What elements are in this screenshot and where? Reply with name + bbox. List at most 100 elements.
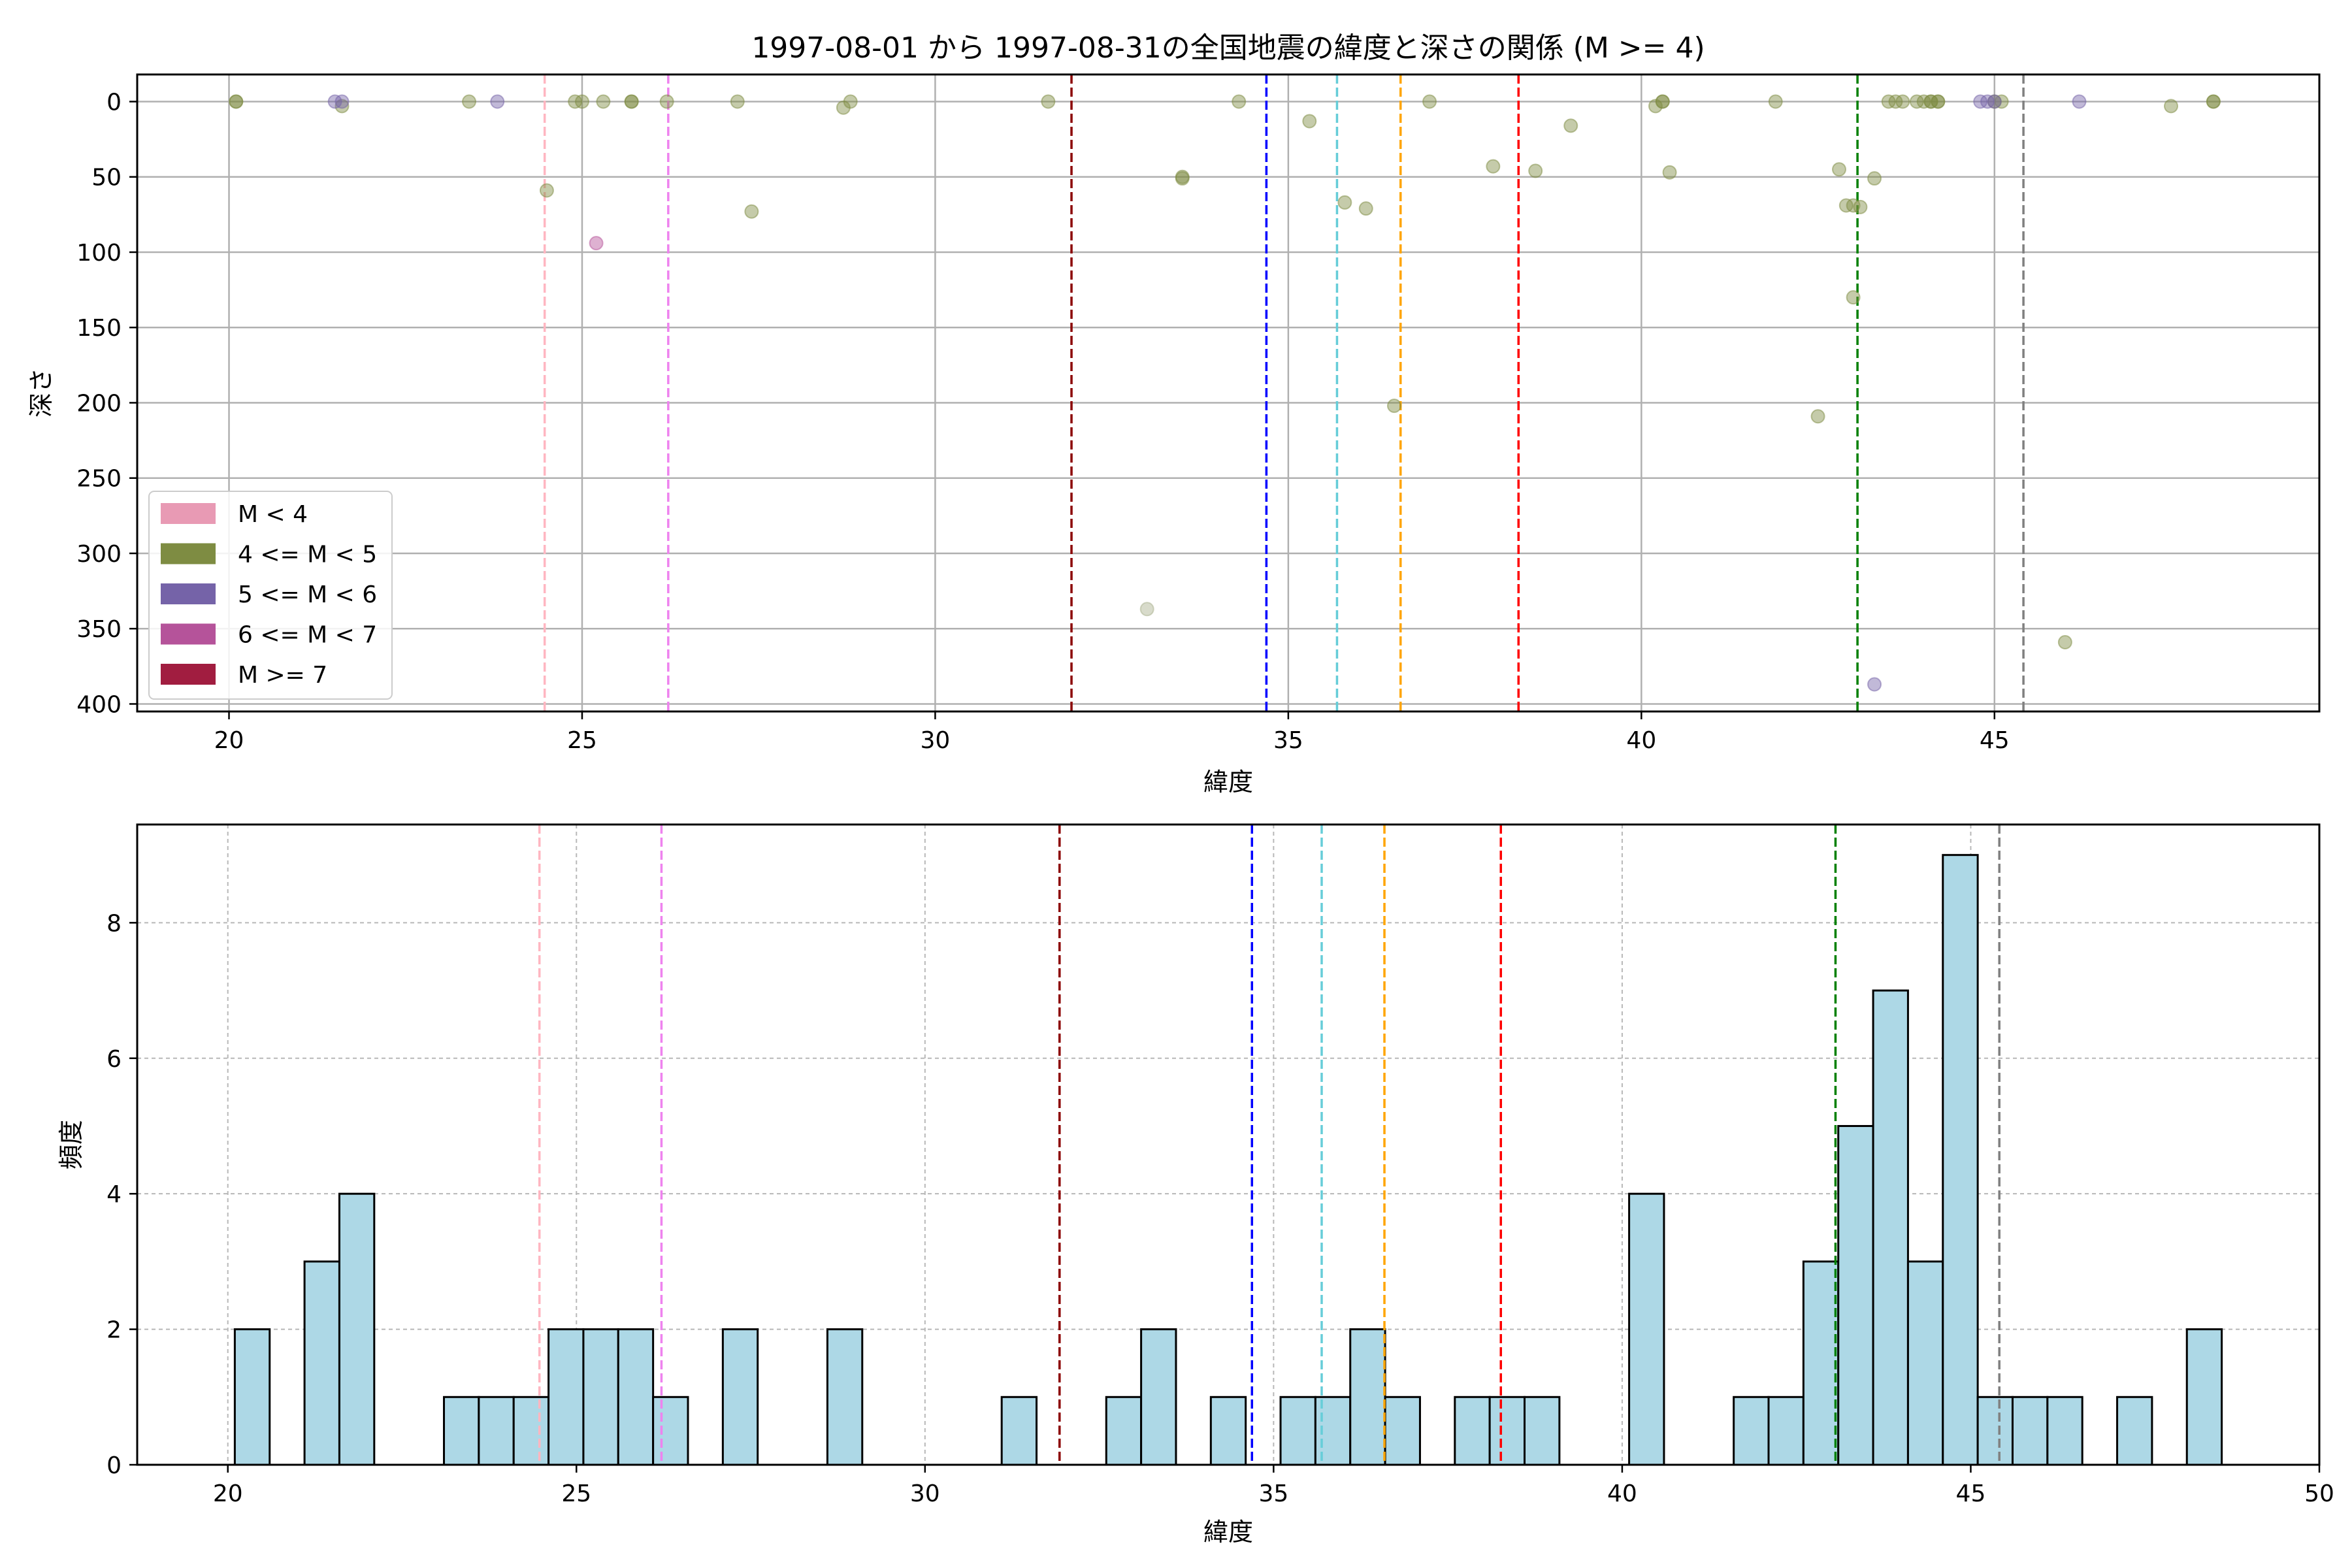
histogram-bar [1209,1396,1247,1466]
histogram-bar [1140,1328,1177,1466]
histogram-x-tick-label: 20 [213,1480,243,1507]
scatter-point [335,94,350,109]
histogram-bar [1767,1396,1805,1466]
scatter-point [229,94,244,109]
histogram-bar [2116,1396,2153,1466]
scatter-point [2164,99,2179,114]
scatter-points [229,94,2221,692]
legend-label: M >= 7 [238,662,327,689]
scatter-point [335,99,350,114]
scatter-title: 1997-08-01 から 1997-08-31の全国地震の緯度と深さの関係 (… [751,31,1705,65]
scatter-point [1853,199,1868,214]
histogram-bar [478,1396,515,1466]
histogram-bar [1733,1396,1770,1466]
histogram-bar [1628,1192,1665,1466]
legend-swatch [161,623,216,645]
histogram-bar [1906,1260,1944,1466]
histogram-bar [1000,1396,1038,1466]
histogram-bar [1454,1396,1491,1466]
scatter-point [1846,290,1861,305]
histogram-grid [137,825,2320,1465]
scatter-point [490,94,505,109]
scatter-y-tick-label: 150 [76,315,122,342]
legend-label: 5 <= M < 6 [238,581,377,608]
histogram-bar [2046,1396,2083,1466]
scatter-point [1041,94,1056,109]
scatter-point [659,94,674,109]
histogram-bar [617,1328,655,1466]
scatter-chart: 20 25 30 35 40 45 0 50 100 150 200 250 300 350 400 緯度… [27,73,2321,796]
histogram-x-tick-label: 50 [2304,1480,2334,1507]
scatter-point [1931,94,1946,109]
histogram-y-axis-label: 頻度 [57,1120,86,1169]
histogram-x-axis-label: 緯度 [1203,1518,1253,1546]
scatter-point [1139,602,1154,617]
legend-label: M < 4 [238,501,308,528]
scatter-point [1528,163,1543,178]
histogram-x-tick-label: 30 [910,1480,940,1507]
histogram-bar [1384,1396,1421,1466]
scatter-point [1232,94,1247,109]
scatter-y-tick-label: 50 [91,165,122,191]
scatter-y-tick-label: 100 [76,240,122,267]
scatter-y-tick-label: 350 [76,616,122,643]
histogram-reference-lines [538,825,2001,1465]
histogram-plot-frame [136,823,2321,1466]
histogram-x-ticks: 20 25 30 35 40 45 50 [213,1465,2334,1507]
histogram-bar [1837,1124,1874,1466]
histogram-bar [1349,1328,1386,1466]
histogram-bar [1524,1396,1561,1466]
scatter-grid [137,74,2319,711]
legend-swatch [161,543,216,564]
scatter-x-tick-label: 25 [567,727,597,754]
histogram-x-tick-label: 40 [1607,1480,1637,1507]
histogram-bar [547,1328,585,1466]
histogram-y-tick-label: 2 [106,1317,122,1344]
scatter-point [1486,159,1501,174]
scatter-point [1358,201,1373,216]
histogram-bar [1942,854,1979,1466]
histogram-bar [582,1328,619,1466]
scatter-point [1768,94,1783,109]
scatter-point [2057,634,2072,649]
histogram-bar [1872,989,1909,1466]
scatter-point [843,94,858,109]
scatter-point [1422,94,1437,109]
scatter-point [1867,677,1882,692]
legend-swatch [161,583,216,604]
scatter-reference-lines [543,74,2025,711]
scatter-point [744,204,759,219]
histogram-y-tick-label: 6 [106,1046,122,1073]
histogram-bar [1279,1396,1316,1466]
scatter-plot-frame [136,73,2321,713]
scatter-point [1810,409,1825,424]
scatter-x-tick-label: 20 [214,727,244,754]
scatter-point [589,236,604,251]
scatter-point [1662,165,1677,180]
scatter-y-axis-label: 深さ [27,368,56,417]
scatter-point [574,94,589,109]
histogram-bar [1976,1396,2014,1466]
scatter-point [462,94,477,109]
histogram-bar [443,1396,480,1466]
scatter-point [2072,94,2087,109]
histogram-y-tick-label: 0 [106,1452,122,1479]
histogram-bars [233,854,2223,1466]
histogram-bar [826,1328,864,1466]
scatter-y-ticks: 0 50 100 150 200 250 300 350 400 [76,89,137,718]
histogram-bar [1105,1396,1143,1466]
legend-label: 4 <= M < 5 [238,542,377,568]
histogram-x-tick-label: 45 [1956,1480,1986,1507]
histogram-y-ticks: 0 2 4 6 8 [106,910,137,1479]
histogram-bar [338,1192,376,1466]
scatter-point [1302,114,1317,129]
histogram-bar [2185,1328,2223,1466]
scatter-x-axis-label: 緯度 [1203,768,1253,796]
scatter-y-tick-label: 0 [106,89,122,116]
scatter-point [1987,94,2002,109]
scatter-point [1175,169,1190,184]
legend-label: 6 <= M < 7 [238,622,377,649]
histogram-bar [1488,1396,1526,1466]
scatter-point [2206,94,2221,109]
